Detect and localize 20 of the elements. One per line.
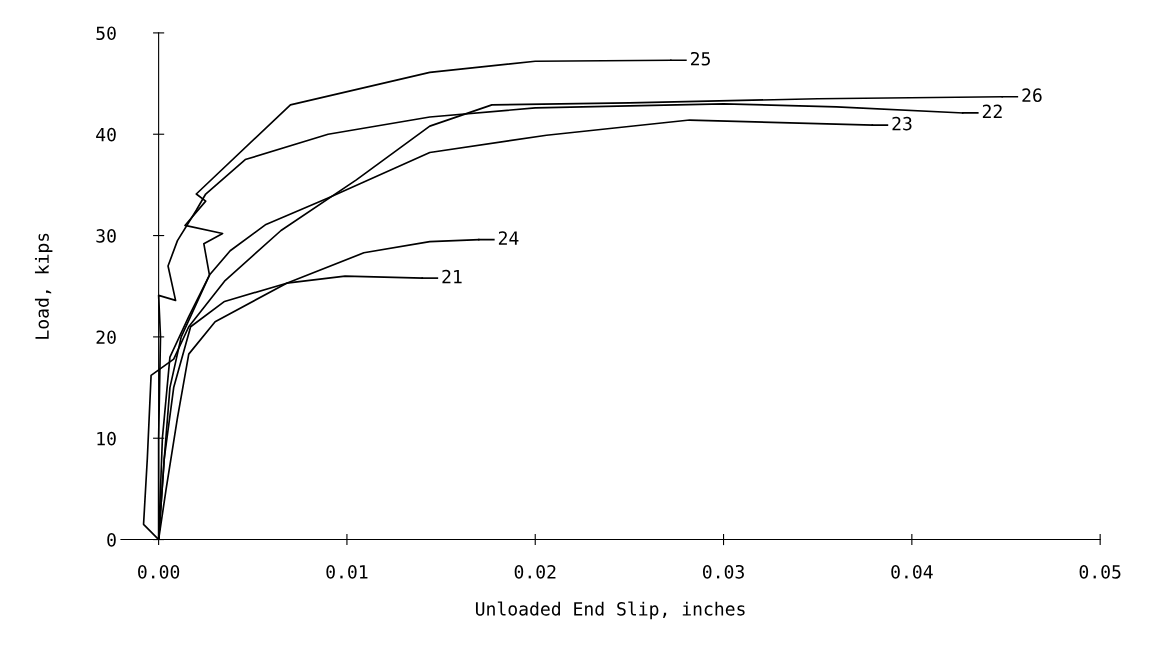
x-axis-title: Unloaded End Slip, inches [475,601,745,620]
x-tick-label: 0.03 [702,564,744,579]
y-tick-label: 40 [96,127,116,142]
y-axis-title: Load, kips [34,233,53,339]
legend-label: 22 [982,104,1002,118]
y-tick-label: 30 [96,229,116,243]
y-tick-label: 50 [96,26,116,41]
legend-label: 24 [498,231,519,245]
y-tick-label: 0 [107,533,116,547]
legend-label: 21 [442,269,462,284]
x-tick-label: 0.05 [1079,564,1121,579]
legend-label: 26 [1022,88,1042,103]
x-tick-label: 0.04 [891,564,933,579]
x-tick-label: 0.02 [514,564,556,579]
y-tick-label: 10 [97,431,116,446]
x-tick-label: 0.01 [326,564,368,579]
legend-label: 25 [690,51,710,66]
x-tick-label: 0.00 [138,564,180,579]
legend-label: 23 [892,116,912,131]
y-tick-label: 20 [96,330,116,345]
